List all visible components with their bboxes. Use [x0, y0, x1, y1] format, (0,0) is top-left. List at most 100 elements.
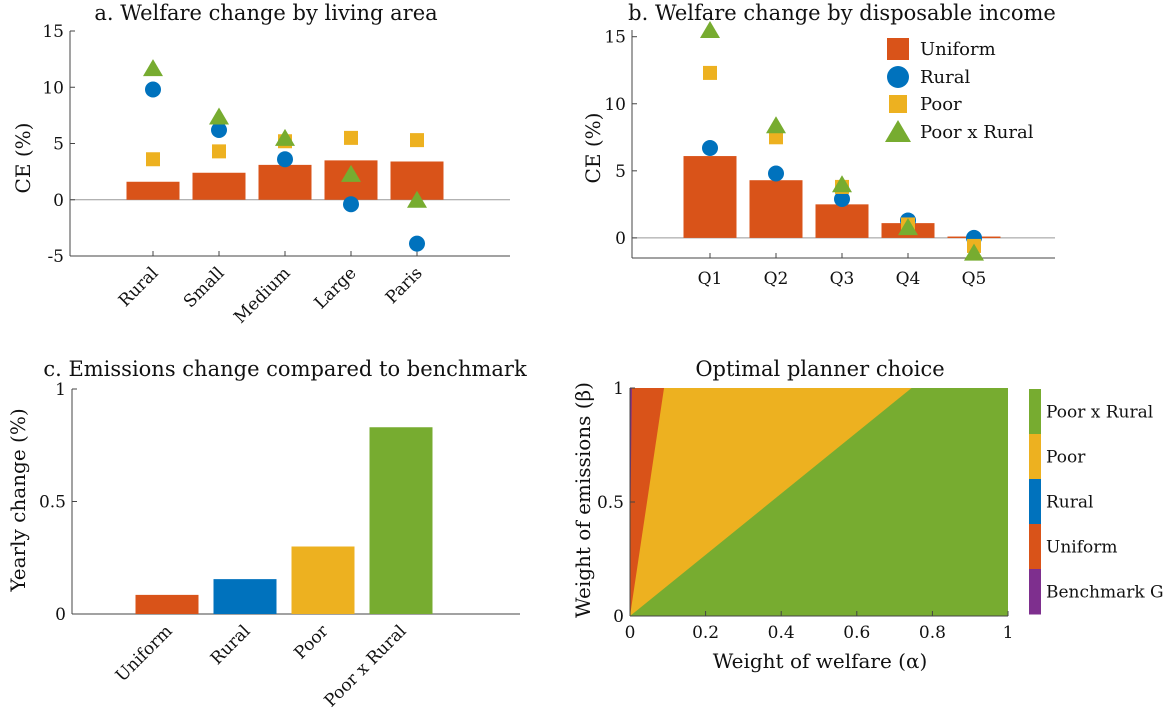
y-tick-label: 10	[604, 95, 626, 115]
panel-b-welfare-by-income: b. Welfare change by disposable income C…	[581, 1, 1056, 289]
x-tick-label: Rural	[115, 263, 163, 311]
y-tick-label: 1	[55, 380, 66, 400]
y-tick-label: 0	[615, 229, 626, 249]
x-tick-label: 0.4	[768, 623, 795, 643]
y-tick-label: 5	[53, 135, 64, 155]
x-tick-label: Medium	[230, 263, 294, 327]
panel-d-title: Optimal planner choice	[695, 357, 944, 381]
legend-label: Rural	[920, 67, 970, 88]
point-poor-x-rural	[209, 107, 229, 125]
point-poor-x-rural	[832, 175, 852, 193]
panel-b-title: b. Welfare change by disposable income	[628, 1, 1056, 25]
y-tick-label: -5	[47, 247, 64, 267]
legend-swatch-poor-rural	[885, 120, 911, 142]
panel-d-ylabel: Weight of emissions (β)	[571, 382, 595, 618]
panel-b-legend: Uniform Rural Poor Poor x Rural	[885, 38, 1034, 143]
y-tick-label: 1	[613, 379, 624, 399]
bar-poor-x-rural	[369, 427, 433, 614]
point-poor	[703, 65, 717, 80]
x-tick-label: Q1	[698, 269, 723, 289]
x-tick-label: Poor	[291, 621, 334, 664]
panel-b-axes: 0 5 10 15 Q1 Q2 Q3 Q4 Q5	[604, 28, 1055, 289]
region-poor	[630, 388, 912, 616]
point-poor	[769, 130, 783, 145]
y-tick-label: 0	[55, 605, 66, 625]
point-poor-x-rural	[898, 218, 918, 236]
panel-a-ylabel: CE (%)	[11, 123, 35, 194]
y-tick-label: 5	[615, 162, 626, 182]
point-rural	[145, 81, 161, 98]
bar-rural	[213, 579, 277, 614]
bar-uniform	[749, 180, 803, 238]
colorbar-segment	[1029, 389, 1041, 435]
point-rural	[702, 140, 718, 157]
point-rural	[343, 196, 359, 213]
point-rural	[834, 190, 850, 207]
panel-a-title: a. Welfare change by living area	[94, 1, 437, 25]
panel-c-emissions-change: c. Emissions change compared to benchmar…	[6, 357, 527, 711]
point-poor-x-rural	[964, 243, 984, 261]
colorbar-label: Benchmark G	[1046, 583, 1164, 603]
x-tick-label: Q5	[962, 269, 987, 289]
x-tick-label: 0.8	[919, 623, 946, 643]
bar-poor	[291, 546, 355, 614]
panel-d-xlabel: Weight of welfare (α)	[713, 649, 928, 673]
panel-c-ylabel: Yearly change (%)	[6, 408, 30, 592]
point-poor	[212, 144, 226, 159]
y-tick-label: 0	[53, 191, 64, 211]
panel-d-axes: 0 0.2 0.4 0.6 0.8 1 0 0.5 1	[597, 379, 1013, 643]
y-tick-label: 0.5	[597, 493, 624, 513]
panel-c-title: c. Emissions change compared to benchmar…	[43, 357, 527, 381]
x-tick-label: Q3	[830, 269, 855, 289]
x-tick-label: Q4	[896, 269, 921, 289]
x-tick-label: 0	[625, 623, 636, 643]
legend-label: Poor x Rural	[920, 122, 1034, 143]
x-tick-label: Paris	[382, 263, 427, 308]
legend-label: Poor	[920, 94, 962, 115]
bar-uniform	[135, 594, 199, 614]
point-rural	[768, 165, 784, 182]
y-tick-label: 10	[42, 78, 64, 98]
point-poor	[410, 133, 424, 148]
colorbar-segment	[1029, 524, 1041, 570]
x-tick-label: 0.6	[843, 623, 870, 643]
bar-uniform	[126, 181, 180, 200]
x-tick-label: 0.2	[692, 623, 719, 643]
point-poor-x-rural	[407, 190, 427, 208]
y-tick-label: 15	[604, 28, 626, 48]
point-poor-x-rural	[275, 128, 295, 146]
panel-d-region-map	[630, 388, 1008, 616]
panel-d-colorbar: Poor x Rural Poor Rural Uniform Benchmark G	[1029, 389, 1164, 615]
point-poor-x-rural	[766, 116, 786, 134]
bar-uniform	[192, 172, 246, 200]
panel-a-welfare-by-area: a. Welfare change by living area CE (%) …	[11, 1, 510, 328]
point-poor	[344, 130, 358, 145]
legend-swatch-poor	[889, 95, 907, 113]
colorbar-label: Poor	[1046, 448, 1086, 468]
y-tick-label: 15	[42, 22, 64, 42]
x-tick-label: Q2	[764, 269, 789, 289]
x-tick-label: Large	[311, 263, 361, 313]
x-tick-label: Poor x Rural	[321, 621, 411, 711]
colorbar-label: Rural	[1046, 493, 1093, 513]
point-rural	[277, 151, 293, 168]
point-poor-x-rural	[143, 59, 163, 77]
x-tick-label: Uniform	[112, 621, 177, 686]
panel-d-optimal-planner: Optimal planner choice Weight of emissio…	[571, 357, 1164, 673]
colorbar-label: Poor x Rural	[1046, 403, 1153, 423]
point-rural	[211, 122, 227, 138]
colorbar-segment	[1029, 479, 1041, 525]
bar-uniform	[815, 204, 869, 238]
x-tick-label: Rural	[207, 621, 255, 669]
legend-swatch-rural	[887, 66, 909, 88]
legend-swatch-uniform	[887, 38, 909, 60]
panel-b-ylabel: CE (%)	[581, 113, 605, 184]
point-rural	[409, 235, 425, 252]
x-tick-label: Small	[180, 263, 229, 312]
x-tick-label: 1	[1003, 623, 1014, 643]
y-tick-label: 0.5	[39, 493, 66, 513]
point-poor-x-rural	[700, 21, 720, 38]
colorbar-label: Uniform	[1046, 538, 1118, 558]
